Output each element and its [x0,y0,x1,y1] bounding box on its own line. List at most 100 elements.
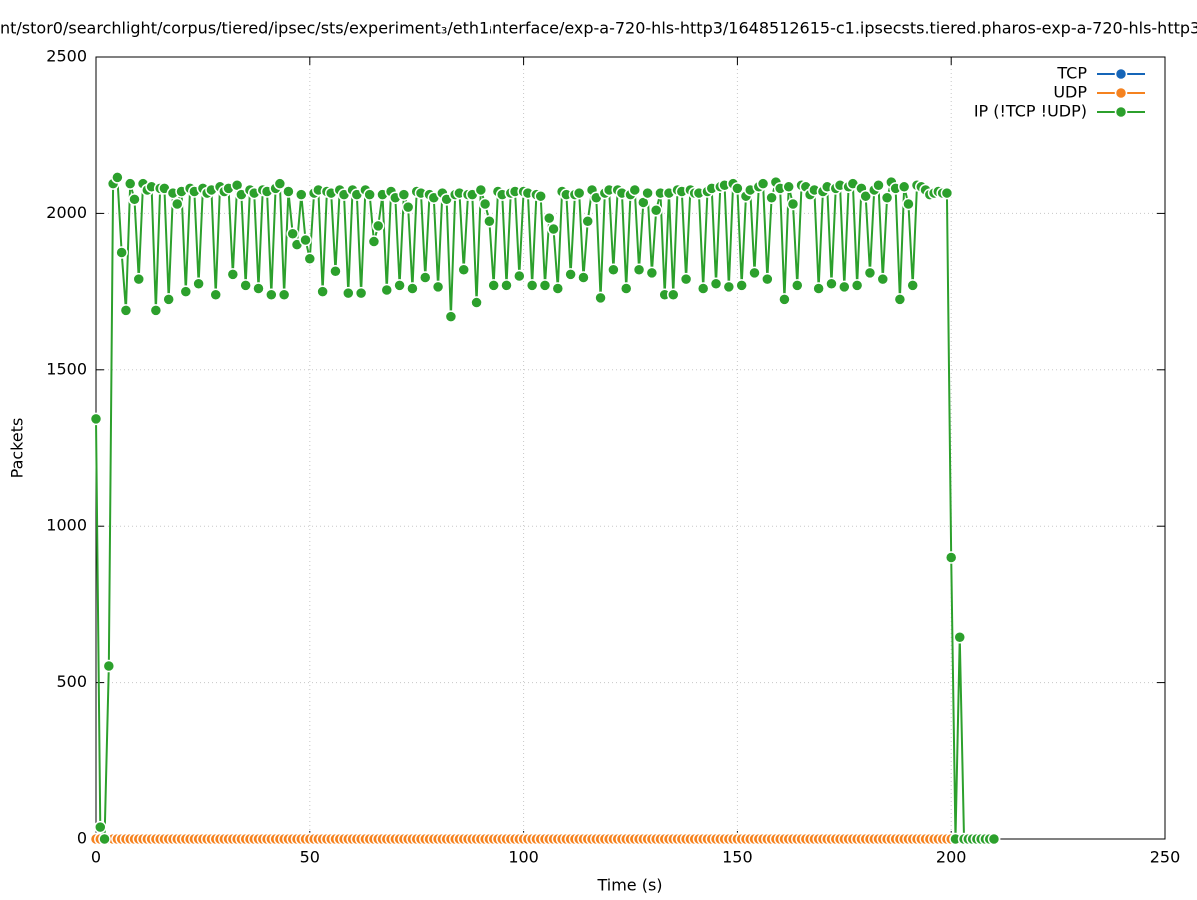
y-tick-label: 0 [77,829,87,848]
data-point [478,197,492,211]
data-point [179,285,193,298]
data-point [119,304,133,317]
data-point [551,282,565,295]
x-axis-label: Time (s) [596,876,662,895]
data-point [239,279,252,292]
data-point [444,310,458,323]
data-point [329,265,342,278]
data-point [500,279,513,292]
data-point [722,280,736,294]
data-point [825,277,838,291]
data-point [294,188,308,201]
data-point [863,266,877,280]
y-axis-label: Packets [8,418,27,479]
data-point [406,282,419,295]
data-point [765,191,778,205]
chart-title: nt/stor0/searchlight/corpus/tiered/ipsec… [0,19,1197,38]
y-tick-label: 1500 [46,359,87,378]
legend-marker [1114,67,1128,81]
data-point [876,272,890,286]
data-point [299,233,312,247]
data-point [880,191,894,205]
data-point [513,269,526,283]
data-point [940,186,954,200]
x-tick-label: 100 [508,848,539,867]
data-point [859,189,872,203]
data-point [397,188,411,201]
data-point [371,219,385,233]
data-point [709,277,723,291]
data-point [641,186,654,200]
data-point [102,659,116,673]
data-point [419,271,432,284]
y-tick-label: 1000 [46,516,87,535]
data-point [897,180,911,194]
data-point [111,171,124,184]
data-point [906,279,919,292]
data-point [209,288,222,301]
data-point [649,204,663,217]
y-tick-label: 500 [56,672,87,691]
data-point [782,180,795,194]
data-point [632,263,646,276]
x-tick-label: 50 [300,848,320,867]
data-point [902,197,915,211]
data-point [786,197,800,211]
data-point [748,266,761,280]
data-point [393,279,406,292]
data-point [470,296,483,309]
data-point [893,293,907,306]
data-point [252,282,265,295]
data-point [534,189,547,203]
data-point [778,293,791,306]
data-point [850,279,864,292]
data-point [162,293,175,306]
data-point [538,279,552,292]
data-point [273,177,287,190]
data-point [363,188,376,201]
data-point [354,286,368,300]
data-point [132,272,146,286]
x-tick-label: 250 [1150,848,1181,867]
data-point [226,268,240,281]
data-point [679,272,693,286]
data-point [380,283,394,297]
data-point [756,177,770,190]
legend-label: UDP [1053,83,1087,102]
x-tick-label: 200 [936,848,967,867]
data-point [286,227,299,240]
data-point [431,280,445,294]
data-point [607,263,620,276]
data-point [265,288,278,301]
legend-label: TCP [1056,64,1087,83]
data-point [98,832,111,846]
data-point [564,268,577,281]
data-point [872,178,885,192]
data-point [170,197,184,211]
data-point [401,200,415,214]
data-point [367,235,381,248]
y-tick-label: 2000 [46,203,87,222]
legend-marker [1114,105,1128,119]
data-point [731,182,744,195]
data-point [572,186,586,200]
data-point [953,630,967,644]
data-point [525,279,539,292]
data-point [812,282,825,295]
data-point [94,820,107,834]
data-point [987,832,1001,846]
data-point [457,263,470,276]
data-point [277,288,291,301]
data-point [487,279,500,292]
data-point [128,193,141,206]
data-point [547,222,560,236]
data-point [791,279,804,292]
data-point [543,211,556,225]
data-point [483,214,496,228]
data-point [192,277,205,291]
data-point [667,288,680,301]
data-point [115,246,128,259]
data-point [628,183,642,197]
